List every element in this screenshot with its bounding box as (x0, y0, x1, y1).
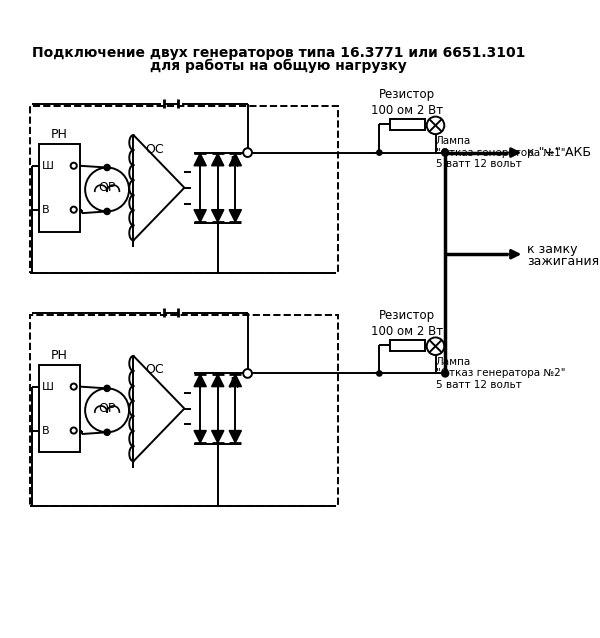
Circle shape (427, 338, 444, 355)
Polygon shape (229, 431, 241, 443)
Circle shape (377, 371, 382, 376)
Circle shape (85, 168, 129, 211)
Circle shape (442, 149, 449, 156)
Bar (30, 106, 338, 273)
Text: к "+" АКБ: к "+" АКБ (527, 146, 591, 159)
Text: РН: РН (51, 128, 68, 141)
Bar (390, 119, 425, 130)
Polygon shape (212, 210, 224, 222)
Circle shape (71, 383, 77, 390)
Circle shape (71, 163, 77, 169)
Text: ОС: ОС (145, 364, 164, 376)
Polygon shape (194, 375, 206, 387)
Bar (30, 315, 338, 506)
Text: Резистор
100 ом 2 Вт: Резистор 100 ом 2 Вт (371, 89, 443, 117)
Circle shape (71, 427, 77, 434)
Circle shape (71, 207, 77, 212)
Circle shape (104, 165, 110, 170)
Circle shape (104, 385, 110, 392)
Text: ОР: ОР (98, 181, 116, 194)
Text: Д: Д (229, 376, 238, 389)
Polygon shape (194, 210, 206, 222)
Text: зажигания: зажигания (527, 255, 599, 268)
Polygon shape (194, 154, 206, 166)
Circle shape (104, 209, 110, 214)
Text: к замку: к замку (527, 243, 577, 256)
Circle shape (85, 389, 129, 433)
Circle shape (377, 150, 382, 155)
Polygon shape (212, 154, 224, 166)
Bar (390, 340, 425, 351)
Text: В: В (42, 205, 50, 214)
Polygon shape (194, 431, 206, 443)
Polygon shape (229, 154, 241, 166)
Text: Подключение двух генераторов типа 16.3771 или 6651.3101: Подключение двух генераторов типа 16.377… (32, 46, 525, 60)
Text: Резистор
100 ом 2 Вт: Резистор 100 ом 2 Вт (371, 309, 443, 338)
Text: Ш: Ш (42, 382, 54, 392)
Polygon shape (229, 375, 241, 387)
Text: Лампа
"Отказ генератора №1"
5 ватт 12 вольт: Лампа "Отказ генератора №1" 5 ватт 12 во… (436, 136, 565, 169)
Polygon shape (229, 210, 241, 222)
Text: Ш: Ш (42, 161, 54, 171)
Text: Лампа
"Отказ генератора №2"
5 ватт 12 вольт: Лампа "Отказ генератора №2" 5 ватт 12 во… (436, 357, 565, 390)
Text: В: В (42, 426, 50, 436)
Circle shape (243, 148, 252, 157)
Polygon shape (212, 431, 224, 443)
Bar (38, 365, 80, 452)
Circle shape (243, 369, 252, 378)
Circle shape (442, 370, 449, 377)
Text: для работы на общую нагрузку: для работы на общую нагрузку (150, 58, 407, 73)
Text: Д: Д (229, 155, 238, 168)
Polygon shape (212, 375, 224, 387)
Circle shape (427, 117, 444, 134)
Circle shape (104, 429, 110, 435)
Text: РН: РН (51, 349, 68, 362)
Text: ОС: ОС (145, 142, 164, 156)
Bar (38, 144, 80, 232)
Text: ОР: ОР (98, 402, 116, 415)
